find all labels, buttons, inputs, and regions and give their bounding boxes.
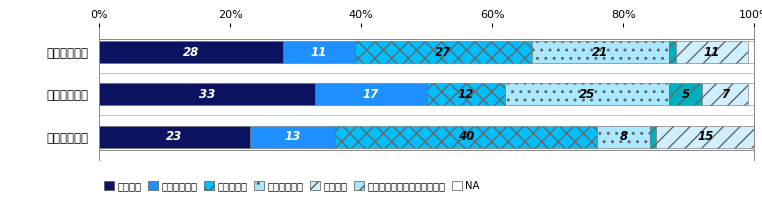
Text: 23: 23 [166,130,183,143]
Text: 7: 7 [721,88,729,101]
Bar [597,126,649,148]
Bar [505,83,669,105]
Legend: 悪化した, やや悪化した, 変わらない, 少し回復した, 回復した, おぼえていない、わからない, NA: 悪化した, やや悪化した, 変わらない, 少し回復した, 回復した, おぼえてい… [104,181,479,191]
Bar [427,83,505,105]
Text: 40: 40 [458,130,474,143]
Text: 8: 8 [620,130,627,143]
Text: 33: 33 [199,88,216,101]
Bar [250,126,335,148]
Text: 12: 12 [458,88,474,101]
Bar [99,41,283,63]
Bar [354,41,532,63]
Bar [702,83,748,105]
Text: 21: 21 [592,46,609,59]
Bar [748,41,754,63]
Text: 13: 13 [284,130,300,143]
Bar [99,83,315,105]
Bar [669,83,702,105]
Text: 25: 25 [579,88,595,101]
Text: 11: 11 [703,46,720,59]
Bar [676,41,748,63]
Bar [532,41,669,63]
Bar [656,126,754,148]
Bar [754,126,761,148]
Text: 27: 27 [435,46,451,59]
Bar [335,126,597,148]
Bar [283,41,354,63]
Text: 17: 17 [363,88,379,101]
Text: 28: 28 [183,46,199,59]
Text: 11: 11 [310,46,327,59]
Bar [649,126,656,148]
Text: 5: 5 [681,88,690,101]
Text: 15: 15 [697,130,713,143]
Bar [99,126,250,148]
Bar [315,83,427,105]
Bar [748,83,754,105]
Bar [669,41,676,63]
